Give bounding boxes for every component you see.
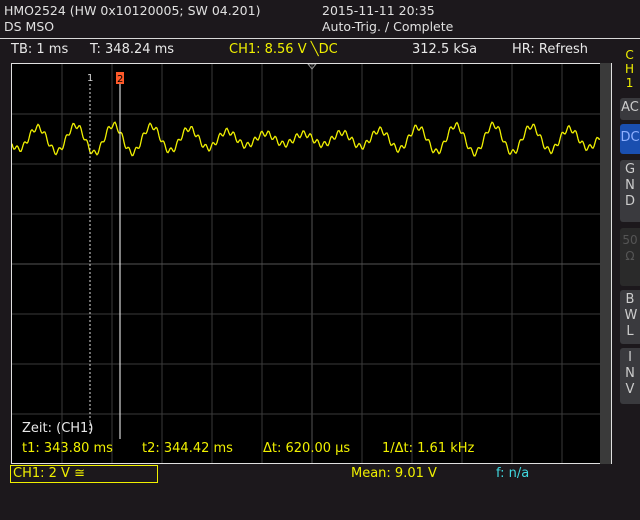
trigger-level[interactable]: CH1: 8.56 V ╲DC xyxy=(229,42,338,57)
termination-50ohm-button: 50Ω xyxy=(620,228,640,286)
termination-50ohm-label: 50Ω xyxy=(622,233,638,263)
cursor-delta-t: Δt: 620.00 µs xyxy=(263,441,351,456)
coupling-ac-label: AC xyxy=(621,100,639,115)
cursor-measure-title: Zeit: (CH1) xyxy=(22,421,94,436)
graticule: 21 xyxy=(12,64,603,463)
trigger-position-marker xyxy=(307,64,317,70)
coupling-dc-button[interactable]: DC xyxy=(620,124,640,154)
timebase[interactable]: TB: 1 ms xyxy=(11,42,69,57)
ch1-waveform xyxy=(12,121,603,157)
cursor-1-label: 1 xyxy=(87,73,93,84)
bandwidth-limit-label: BWL xyxy=(624,292,638,339)
header-divider xyxy=(0,38,640,39)
vertical-scrollbar[interactable] xyxy=(600,63,611,464)
trigger-time[interactable]: T: 348.24 ms xyxy=(90,42,175,57)
ch1-scale-box[interactable]: CH1: 2 V ≅ xyxy=(10,465,158,483)
mode-label: DS MSO xyxy=(4,19,55,34)
sample-rate: 312.5 kSa xyxy=(412,42,478,57)
trigger-status: Auto-Trig. / Complete xyxy=(322,19,454,34)
coupling-gnd-label: GND xyxy=(624,162,636,209)
cursor-inverse-delta-t: 1/Δt: 1.61 kHz xyxy=(382,441,475,456)
cursor-t1: t1: 343.80 ms xyxy=(22,441,113,456)
invert-button[interactable]: INV xyxy=(620,348,640,404)
coupling-ac-button[interactable]: AC xyxy=(620,98,640,120)
cursor-2-label: 2 xyxy=(117,74,123,85)
cursor-2-handle xyxy=(116,72,124,84)
coupling-dc-label: DC xyxy=(620,130,640,145)
mean-measurement: Mean: 9.01 V xyxy=(351,466,437,481)
frequency-measurement: f: n/a xyxy=(496,466,530,481)
coupling-gnd-button[interactable]: GND xyxy=(620,160,640,222)
cursor-t2: t2: 344.42 ms xyxy=(142,441,233,456)
datetime: 2015-11-11 20:35 xyxy=(322,3,435,18)
invert-label: INV xyxy=(625,350,635,397)
instrument-model: HMO2524 (HW 0x10120005; SW 04.201) xyxy=(4,3,261,18)
bandwidth-limit-button[interactable]: BWL xyxy=(620,290,640,344)
acquisition-mode[interactable]: HR: Refresh xyxy=(512,42,589,57)
